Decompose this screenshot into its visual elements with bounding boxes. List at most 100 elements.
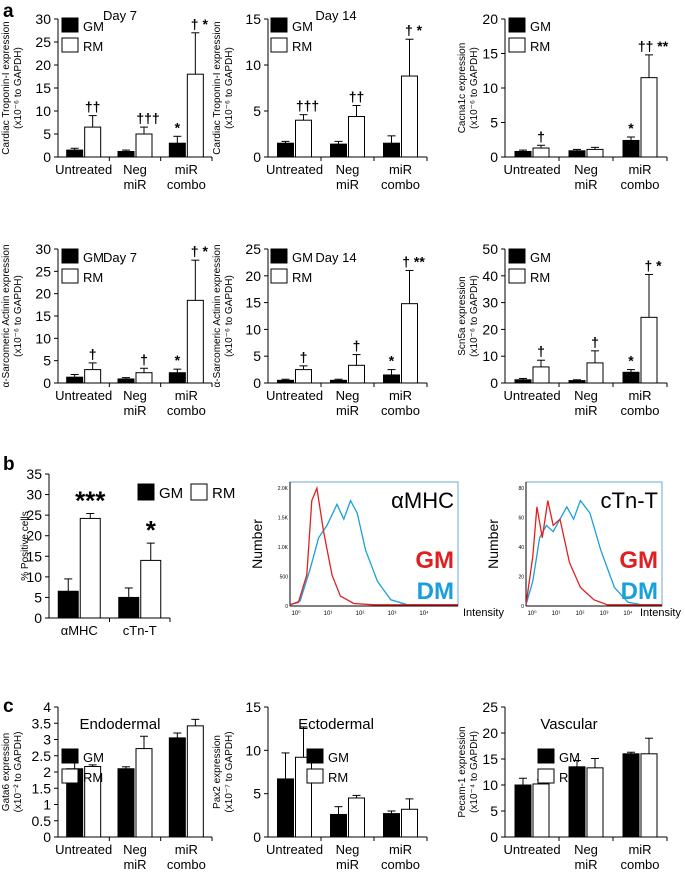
legend-label-rm: RM bbox=[83, 770, 103, 785]
x-category-label: miR bbox=[628, 162, 651, 177]
bar-gm bbox=[622, 753, 640, 838]
bar-gm bbox=[277, 778, 294, 838]
legend-label-rm: RM bbox=[559, 770, 579, 785]
y-tick-label: 0.5 bbox=[32, 813, 52, 829]
y-tick-label: 15 bbox=[245, 699, 261, 715]
legend-swatch-gm bbox=[508, 248, 526, 264]
bar-gm bbox=[277, 379, 294, 384]
bar-gm bbox=[514, 150, 532, 158]
x-category-label: Neg bbox=[574, 842, 598, 857]
y-tick-label: 30 bbox=[482, 295, 498, 311]
chart-b1: 0 5 10 15 20 25 30 35 % Positive cells *** αMHC * cT… bbox=[20, 466, 235, 638]
legend-swatch-gm bbox=[61, 17, 79, 33]
chart-title: Day 14 bbox=[315, 250, 356, 265]
y-tick-label: 2.5 bbox=[32, 748, 52, 764]
legend-swatch-rm bbox=[306, 768, 324, 784]
x-category-label: Neg bbox=[336, 842, 360, 857]
legend-label-gm: GM bbox=[559, 750, 580, 765]
flow-x-tick-label: 10⁴ bbox=[419, 610, 429, 617]
bar-rm bbox=[586, 362, 604, 384]
y-axis-label: Scn5a expression(x10⁻⁶ to GAPDH) bbox=[457, 275, 480, 357]
significance-mark: * bbox=[628, 353, 634, 369]
y-tick-label: 0 bbox=[490, 829, 498, 845]
x-category-label: combo bbox=[167, 857, 206, 872]
y-tick-label: 20 bbox=[482, 725, 498, 741]
legend-label-rm: RM bbox=[292, 270, 312, 285]
panel-label-b: b bbox=[3, 454, 15, 475]
flow-x-axis-label: Intensity bbox=[463, 607, 504, 619]
legend-swatch-gm bbox=[137, 483, 155, 501]
significance-mark: † bbox=[537, 128, 545, 144]
y-axis-label-line: Pecam-1 expression bbox=[457, 726, 468, 817]
flow-y-tick-label: 1.5K bbox=[278, 516, 289, 522]
legend-label-gm: GM bbox=[328, 750, 349, 765]
legend-swatch-gm bbox=[61, 748, 79, 764]
x-category-label: miR bbox=[389, 162, 412, 177]
legend-label-rm: RM bbox=[212, 485, 235, 502]
y-axis-label: % Positive cells bbox=[20, 511, 31, 580]
significance-mark: † bbox=[300, 349, 308, 365]
y-axis-label-line: (x10⁻⁶ to GAPDH) bbox=[469, 47, 480, 129]
x-category-label: Untreated bbox=[266, 388, 323, 403]
y-axis-label-line: (x10⁻⁴ to GAPDH) bbox=[469, 731, 480, 813]
chart-title: Endodermal bbox=[80, 716, 161, 733]
bar-rm bbox=[79, 517, 101, 619]
significance-mark: * bbox=[175, 119, 181, 135]
significance-mark: †† bbox=[349, 88, 365, 104]
y-tick-label: 0 bbox=[43, 829, 51, 845]
significance-mark: † * bbox=[644, 257, 662, 273]
x-category-label: miR bbox=[389, 842, 412, 857]
bar-rm bbox=[640, 316, 658, 384]
x-category-label: Untreated bbox=[55, 842, 112, 857]
x-category-label: Untreated bbox=[55, 162, 112, 177]
flow-y-tick-label: 1.0K bbox=[278, 545, 289, 551]
flow-legend-gm: GM bbox=[619, 547, 658, 574]
bar-gm bbox=[383, 142, 400, 158]
y-tick-label: 25 bbox=[26, 507, 42, 523]
flow-x-tick-label: 10⁰ bbox=[291, 610, 301, 617]
flow-y-tick-label: 2.0K bbox=[278, 486, 289, 492]
bar-gm bbox=[277, 142, 294, 158]
bar-rm bbox=[532, 147, 550, 158]
x-category-label: combo bbox=[381, 177, 420, 192]
y-tick-label: 15 bbox=[35, 80, 51, 96]
bar-gm bbox=[117, 378, 135, 384]
bar-gm bbox=[514, 784, 532, 838]
legend-swatch-rm bbox=[61, 268, 79, 284]
y-tick-label: 0 bbox=[490, 375, 498, 391]
x-category-label: Neg bbox=[574, 162, 598, 177]
y-axis-label: Cardiac Troponin-I expression(x10⁻⁶ to G… bbox=[1, 21, 24, 154]
bar-rm bbox=[84, 369, 102, 384]
y-tick-label: 5 bbox=[43, 353, 51, 369]
x-category-label: miR bbox=[574, 177, 597, 192]
x-category-label: Neg bbox=[123, 388, 147, 403]
y-tick-label: 0 bbox=[253, 829, 261, 845]
y-axis-label-line: (x10⁻⁷ to GAPDH) bbox=[224, 731, 235, 812]
bar-gm bbox=[383, 813, 400, 838]
y-axis-label-line: Gata6 expression bbox=[1, 733, 12, 811]
bar-rm bbox=[586, 148, 604, 158]
y-tick-label: 30 bbox=[26, 487, 42, 503]
y-axis-label: Pecam-1 expression(x10⁻⁴ to GAPDH) bbox=[457, 726, 480, 817]
y-tick-label: 25 bbox=[482, 699, 498, 715]
x-category-label: Untreated bbox=[266, 162, 323, 177]
legend-label-gm: GM bbox=[530, 250, 551, 265]
flow-curve-gm bbox=[525, 500, 662, 606]
flow-curve-gm bbox=[289, 485, 458, 606]
x-category-label: combo bbox=[620, 857, 659, 872]
legend-swatch-rm bbox=[508, 268, 526, 284]
bar-gm bbox=[66, 376, 84, 384]
legend-label-gm: GM bbox=[530, 19, 551, 34]
flow-x-tick-label: 10⁴ bbox=[623, 610, 633, 617]
bar-rm bbox=[348, 116, 365, 158]
y-tick-label: 15 bbox=[482, 46, 498, 62]
x-category-label: miR bbox=[175, 842, 198, 857]
x-category-label: Untreated bbox=[55, 388, 112, 403]
bar-rm bbox=[348, 797, 365, 838]
legend-swatch-rm bbox=[537, 768, 555, 784]
flow-cytometry-panels: 0 500 1.0K 1.5K 2.0K 10⁰ 10¹ 10² 10³ 10⁴ αMHC GM DM N… bbox=[249, 481, 681, 619]
x-category-label: miR bbox=[574, 403, 597, 418]
significance-mark: †† ** bbox=[638, 38, 669, 54]
y-axis-label-line: Scn5a expression bbox=[457, 276, 468, 356]
y-tick-label: 5 bbox=[253, 103, 261, 119]
